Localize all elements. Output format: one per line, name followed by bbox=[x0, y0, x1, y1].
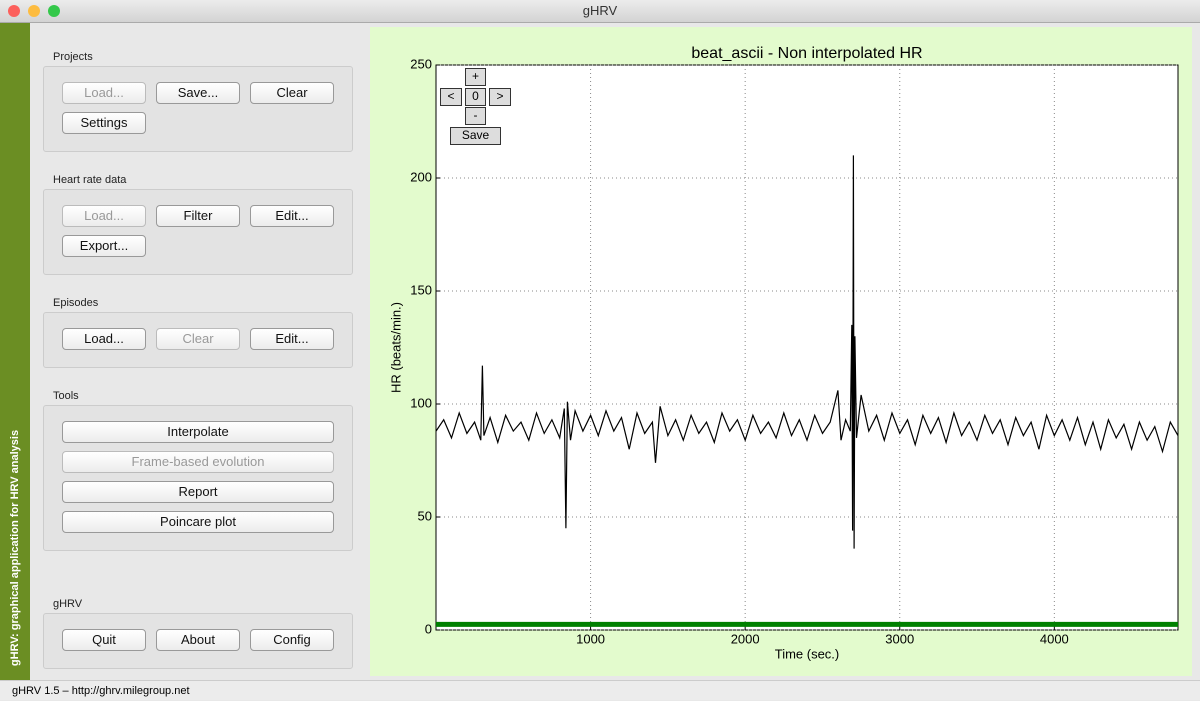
pan-left-button[interactable]: < bbox=[440, 88, 462, 106]
x-axis-label: Time (sec.) bbox=[775, 646, 840, 661]
group-title: Tools bbox=[53, 390, 79, 402]
button[interactable]: Save... bbox=[156, 82, 240, 104]
button[interactable]: Poincare plot bbox=[62, 511, 334, 533]
title-bar: gHRV bbox=[0, 0, 1200, 23]
y-tick-label: 150 bbox=[410, 282, 432, 297]
group-title: gHRV bbox=[53, 598, 83, 610]
group-box bbox=[43, 189, 353, 275]
chart-title: beat_ascii - Non interpolated HR bbox=[691, 45, 922, 62]
button: Clear bbox=[156, 328, 240, 350]
button[interactable]: About bbox=[156, 629, 240, 651]
window-title: gHRV bbox=[582, 3, 618, 18]
button[interactable]: Export... bbox=[62, 235, 146, 257]
zoom-out-button[interactable]: - bbox=[465, 107, 486, 125]
button[interactable]: Clear bbox=[250, 82, 334, 104]
y-axis-label: HR (beats/min.) bbox=[388, 302, 403, 393]
button: Frame-based evolution bbox=[62, 451, 334, 473]
close-button[interactable] bbox=[8, 5, 20, 17]
group-title: Heart rate data bbox=[53, 174, 127, 186]
x-tick-label: 2000 bbox=[731, 631, 760, 646]
x-tick-label: 4000 bbox=[1040, 631, 1069, 646]
data-line bbox=[435, 155, 1179, 549]
button[interactable]: Settings bbox=[62, 112, 146, 134]
group-title: Projects bbox=[53, 51, 93, 63]
button[interactable]: Load... bbox=[62, 328, 146, 350]
y-tick-label: 100 bbox=[410, 395, 432, 410]
button[interactable]: Edit... bbox=[250, 205, 334, 227]
button[interactable]: Config bbox=[250, 629, 334, 651]
button[interactable]: Filter bbox=[156, 205, 240, 227]
y-tick-label: 50 bbox=[418, 508, 432, 523]
y-tick-label: 200 bbox=[410, 169, 432, 184]
pan-right-button[interactable]: > bbox=[489, 88, 511, 106]
save-plot-button[interactable]: Save bbox=[450, 127, 501, 145]
x-tick-label: 1000 bbox=[576, 631, 605, 646]
side-strip: gHRV: graphical application for HRV anal… bbox=[0, 23, 30, 680]
zoom-in-button[interactable]: + bbox=[465, 68, 486, 86]
button: Load... bbox=[62, 82, 146, 104]
button[interactable]: Report bbox=[62, 481, 334, 503]
x-tick-label: 3000 bbox=[885, 631, 914, 646]
button[interactable]: Interpolate bbox=[62, 421, 334, 443]
button: Load... bbox=[62, 205, 146, 227]
y-tick-label: 0 bbox=[425, 621, 432, 636]
y-tick-label: 250 bbox=[410, 56, 432, 71]
group-box bbox=[43, 66, 353, 152]
plot-frame bbox=[435, 64, 1179, 631]
button[interactable]: Edit... bbox=[250, 328, 334, 350]
zoom-level: 0 bbox=[465, 88, 486, 106]
zoom-button[interactable] bbox=[48, 5, 60, 17]
minimize-button[interactable] bbox=[28, 5, 40, 17]
group-title: Episodes bbox=[53, 297, 99, 309]
status-bar: gHRV 1.5 – http://ghrv.milegroup.net bbox=[0, 680, 1200, 700]
button[interactable]: Quit bbox=[62, 629, 146, 651]
